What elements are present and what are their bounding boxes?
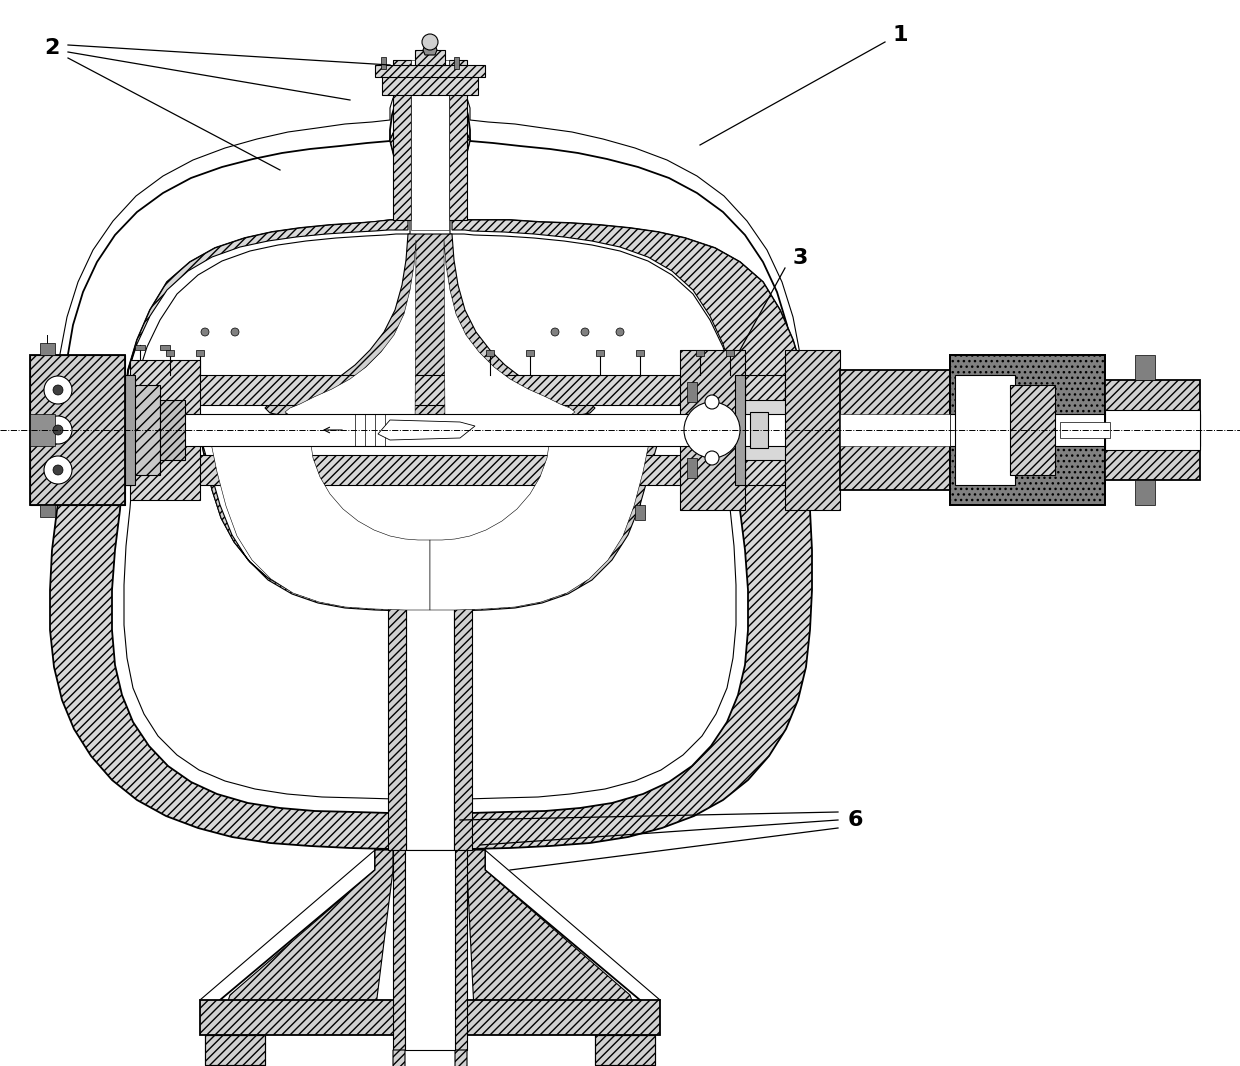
- Bar: [30, 414, 55, 446]
- Bar: [950, 355, 1105, 505]
- Polygon shape: [125, 110, 805, 430]
- Bar: [1105, 379, 1200, 480]
- Bar: [1135, 480, 1154, 505]
- Bar: [200, 1000, 660, 1035]
- Bar: [454, 56, 459, 69]
- Bar: [40, 414, 1200, 446]
- Circle shape: [201, 328, 210, 336]
- Bar: [30, 355, 125, 505]
- Bar: [125, 385, 160, 475]
- Bar: [526, 350, 534, 356]
- Bar: [135, 345, 145, 350]
- Bar: [1011, 385, 1055, 475]
- Polygon shape: [265, 235, 595, 430]
- Bar: [839, 414, 950, 446]
- Bar: [388, 608, 405, 850]
- Text: 2: 2: [45, 38, 60, 58]
- Circle shape: [43, 376, 72, 404]
- Polygon shape: [285, 240, 415, 431]
- Bar: [696, 350, 704, 356]
- Text: 1: 1: [893, 25, 908, 45]
- Polygon shape: [210, 850, 650, 1010]
- Bar: [30, 355, 125, 505]
- Polygon shape: [135, 124, 735, 430]
- Bar: [635, 505, 645, 520]
- Circle shape: [231, 328, 239, 336]
- Bar: [374, 65, 485, 77]
- Polygon shape: [224, 850, 393, 1030]
- Circle shape: [53, 465, 63, 475]
- Bar: [40, 343, 55, 355]
- Bar: [125, 375, 745, 405]
- Bar: [750, 411, 768, 448]
- Bar: [381, 56, 386, 69]
- Bar: [454, 608, 472, 850]
- Bar: [196, 350, 205, 356]
- Bar: [596, 350, 604, 356]
- Bar: [785, 350, 839, 510]
- Bar: [410, 60, 449, 230]
- Bar: [687, 458, 697, 478]
- Bar: [680, 350, 745, 510]
- Bar: [393, 850, 405, 1050]
- Circle shape: [582, 328, 589, 336]
- Polygon shape: [125, 110, 805, 430]
- Bar: [1060, 422, 1110, 438]
- Circle shape: [53, 385, 63, 395]
- Polygon shape: [444, 240, 575, 431]
- Polygon shape: [423, 45, 436, 55]
- Bar: [405, 608, 454, 850]
- Bar: [725, 350, 734, 356]
- Bar: [166, 350, 174, 356]
- Bar: [595, 1035, 655, 1065]
- Bar: [735, 375, 745, 485]
- Polygon shape: [378, 420, 475, 440]
- Bar: [393, 60, 410, 220]
- Bar: [1105, 410, 1200, 450]
- Bar: [839, 370, 950, 490]
- Bar: [405, 850, 455, 1050]
- Circle shape: [684, 402, 740, 458]
- Bar: [130, 360, 200, 500]
- Circle shape: [706, 451, 719, 465]
- Bar: [455, 850, 467, 1050]
- Bar: [449, 60, 467, 220]
- Bar: [687, 382, 697, 402]
- Circle shape: [43, 456, 72, 484]
- Bar: [125, 455, 745, 485]
- Polygon shape: [50, 430, 812, 850]
- Text: 3: 3: [792, 248, 807, 268]
- Bar: [636, 350, 644, 356]
- Polygon shape: [124, 435, 737, 800]
- Bar: [415, 50, 445, 65]
- Circle shape: [706, 395, 719, 409]
- Polygon shape: [373, 1050, 475, 1066]
- Polygon shape: [467, 850, 635, 1030]
- Circle shape: [53, 425, 63, 435]
- Bar: [735, 375, 785, 485]
- Circle shape: [422, 34, 438, 50]
- Polygon shape: [430, 438, 650, 610]
- Bar: [595, 1035, 655, 1065]
- Bar: [382, 75, 477, 95]
- Bar: [160, 400, 185, 461]
- Bar: [486, 350, 494, 356]
- Circle shape: [43, 416, 72, 445]
- Bar: [125, 375, 135, 485]
- Bar: [160, 345, 170, 350]
- Bar: [950, 355, 1105, 505]
- Bar: [745, 400, 790, 461]
- Circle shape: [551, 328, 559, 336]
- Bar: [955, 375, 1016, 485]
- Bar: [1135, 355, 1154, 379]
- Polygon shape: [200, 435, 660, 611]
- Bar: [205, 1035, 265, 1065]
- Circle shape: [616, 328, 624, 336]
- Polygon shape: [210, 438, 430, 610]
- Bar: [205, 1035, 265, 1065]
- Bar: [40, 505, 55, 517]
- Text: 6: 6: [847, 810, 863, 830]
